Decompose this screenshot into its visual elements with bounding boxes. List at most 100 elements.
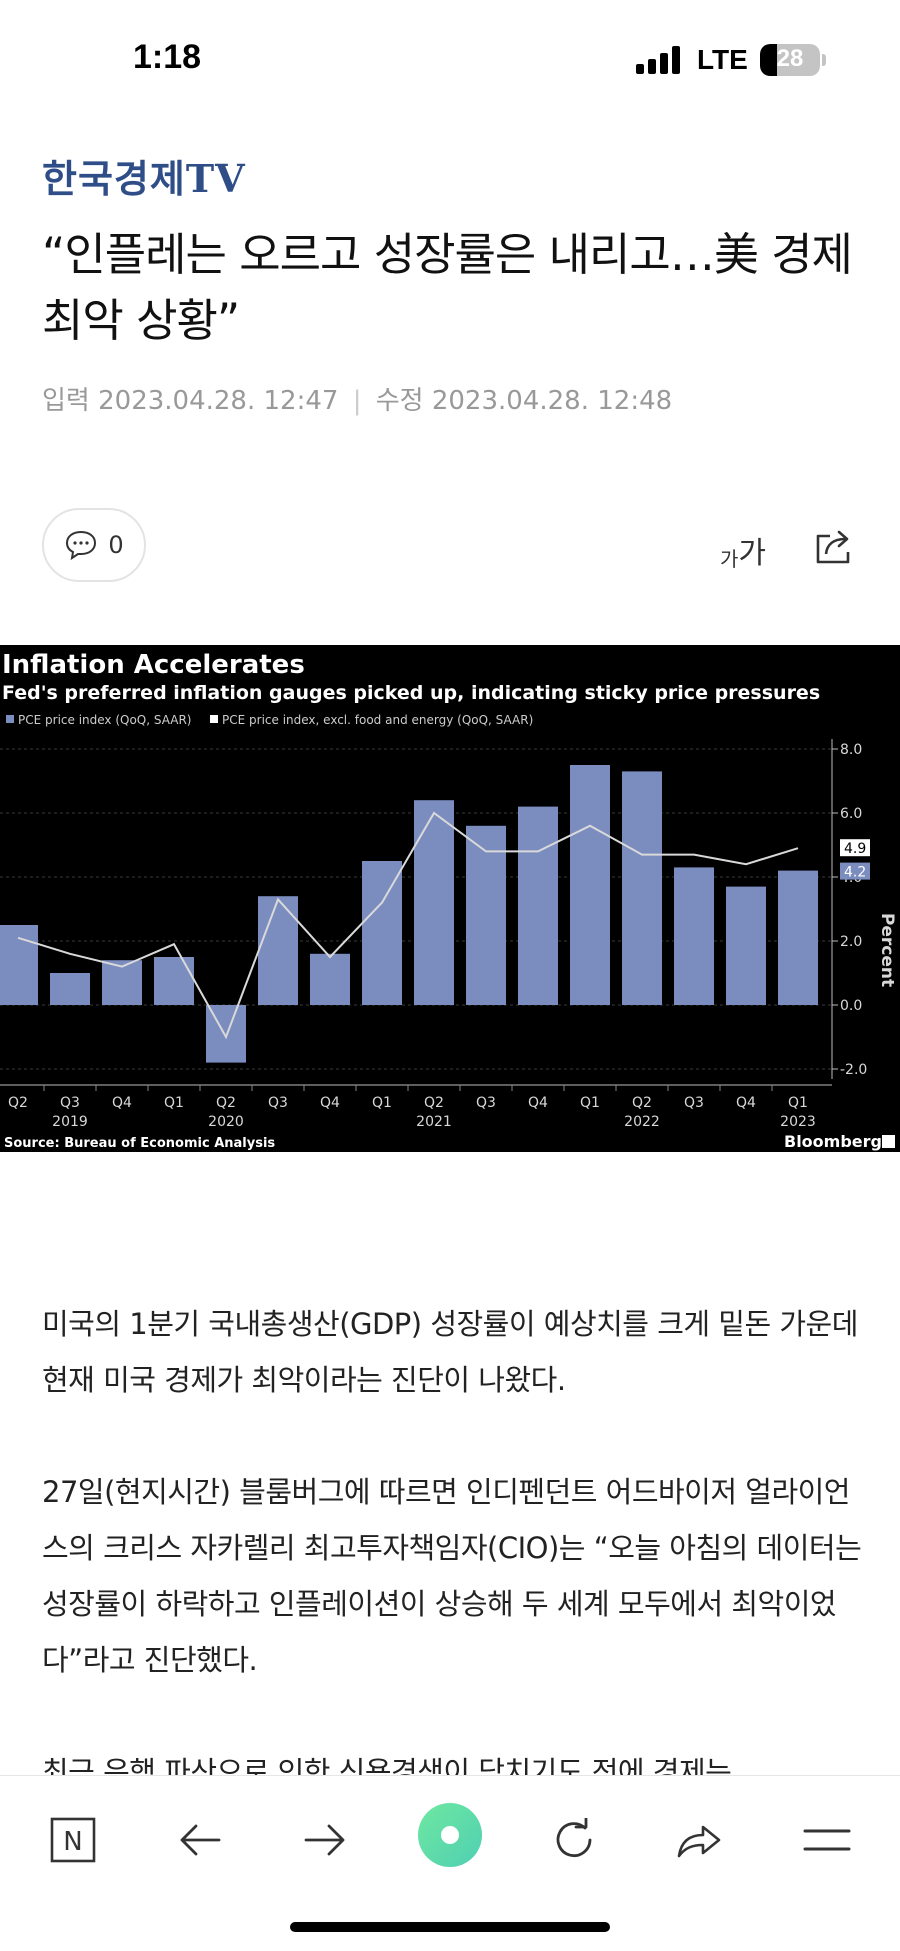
y-tick-label: 0.0 bbox=[840, 998, 862, 1014]
x-tick-label-0: Q2 bbox=[8, 1095, 28, 1111]
x-year-label-2020: 2020 bbox=[208, 1114, 244, 1130]
comment-button[interactable]: 0 bbox=[42, 508, 146, 582]
battery-level bbox=[760, 44, 777, 76]
edit-label: 수정 bbox=[375, 386, 424, 416]
bar-q1-3 bbox=[154, 957, 194, 1005]
last-line-value-label: 4.9 bbox=[844, 841, 866, 857]
bar-q4-14 bbox=[726, 886, 766, 1005]
bar-q2-8 bbox=[414, 800, 454, 1005]
last-line-value-box bbox=[840, 839, 870, 857]
bar-q3-1 bbox=[50, 973, 90, 1005]
status-bar: 1:18 LTE 28 bbox=[0, 0, 900, 120]
chart-title: Inflation Accelerates bbox=[2, 650, 305, 680]
x-year-label-2021: 2021 bbox=[416, 1114, 452, 1130]
legend-label-bar: PCE price index (QoQ, SAAR) bbox=[18, 713, 192, 727]
x-tick-label-6: Q4 bbox=[320, 1095, 340, 1111]
y-axis-label: Percent bbox=[877, 913, 897, 987]
x-tick-label-4: Q2 bbox=[216, 1095, 236, 1111]
share-icon bbox=[816, 530, 850, 564]
share-arrow-icon bbox=[677, 1825, 721, 1858]
bar-q3-9 bbox=[466, 825, 506, 1005]
home-indicator bbox=[290, 1922, 610, 1932]
battery-nub bbox=[822, 54, 826, 66]
bar-q2-12 bbox=[622, 771, 662, 1005]
font-size-big-glyph: 가 bbox=[738, 536, 767, 571]
green-dot-button[interactable] bbox=[417, 1802, 483, 1868]
x-tick-label-15: Q1 bbox=[788, 1095, 808, 1111]
font-size-button[interactable]: 가 가 bbox=[720, 528, 766, 572]
bar-q1-11 bbox=[570, 765, 610, 1005]
share-page-button[interactable] bbox=[667, 1808, 731, 1872]
menu-icon bbox=[803, 1829, 851, 1851]
x-tick-label-11: Q1 bbox=[580, 1095, 600, 1111]
home-letter: N bbox=[63, 1827, 82, 1857]
x-tick-label-3: Q1 bbox=[164, 1095, 184, 1111]
x-tick-label-12: Q2 bbox=[632, 1095, 652, 1111]
article-headline: “인플레는 오르고 성장률은 내리고…美 경제 최악 상황” bbox=[42, 228, 853, 347]
x-tick-label-1: Q3 bbox=[60, 1095, 80, 1111]
last-bar-value-box bbox=[840, 862, 870, 880]
x-year-label-2022: 2022 bbox=[624, 1114, 660, 1130]
refresh-icon bbox=[556, 1818, 592, 1857]
chart-svg: Inflation Accelerates Fed's preferred in… bbox=[0, 650, 897, 1151]
article-dates: 입력 2023.04.28. 12:47 | 수정 2023.04.28. 12… bbox=[42, 380, 672, 417]
refresh-button[interactable] bbox=[542, 1808, 606, 1872]
article-body: 미국의 1분기 국내총생산(GDP) 성장률이 예상치를 크게 밑돈 가운데 현… bbox=[42, 1296, 862, 1856]
edit-date: 2023.04.28. 12:48 bbox=[431, 386, 673, 416]
chart-axes: 8.06.04.02.00.0-2.04.94.2Q2Q3Q4Q1Q2Q3Q4Q… bbox=[0, 739, 870, 1130]
battery-icon: 28 bbox=[760, 44, 820, 76]
y-tick-label: -2.0 bbox=[840, 1062, 867, 1078]
naver-home-button[interactable]: N bbox=[41, 1808, 105, 1872]
chart-brand: Bloomberg bbox=[784, 1132, 882, 1151]
last-bar-value-label: 4.2 bbox=[844, 865, 866, 881]
legend-swatch-line bbox=[210, 715, 218, 723]
article-paragraph-1: 미국의 1분기 국내총생산(GDP) 성장률이 예상치를 크게 밑돈 가운데 현… bbox=[42, 1307, 858, 1397]
bloomberg-logo-icon bbox=[882, 1135, 895, 1148]
bar-q2-0 bbox=[0, 925, 38, 1005]
back-button[interactable] bbox=[168, 1808, 232, 1872]
x-tick-label-2: Q4 bbox=[112, 1095, 132, 1111]
x-tick-label-5: Q3 bbox=[268, 1095, 288, 1111]
menu-button[interactable] bbox=[795, 1808, 859, 1872]
back-arrow-icon bbox=[180, 1824, 221, 1856]
publisher-logo[interactable]: 한국경제TV bbox=[42, 156, 246, 201]
browser-toolbar: N bbox=[0, 1775, 900, 1951]
battery-percent: 28 bbox=[776, 45, 804, 72]
status-time: 1:18 bbox=[133, 38, 202, 76]
bar-q4-2 bbox=[102, 960, 142, 1005]
signal-strength-icon bbox=[636, 46, 682, 74]
font-size-small-glyph: 가 bbox=[720, 547, 739, 571]
inflation-chart: Inflation Accelerates Fed's preferred in… bbox=[0, 645, 900, 1152]
core-pce-line bbox=[17, 811, 799, 1040]
input-label: 입력 bbox=[42, 386, 90, 416]
chart-bars bbox=[0, 765, 818, 1063]
x-tick-label-8: Q2 bbox=[424, 1095, 444, 1111]
y-tick-label: 6.0 bbox=[840, 806, 862, 822]
x-tick-label-13: Q3 bbox=[684, 1095, 704, 1111]
forward-button[interactable] bbox=[293, 1808, 357, 1872]
y-tick-label: 8.0 bbox=[840, 742, 862, 758]
legend-swatch-bar bbox=[6, 715, 14, 723]
chart-source: Source: Bureau of Economic Analysis bbox=[4, 1136, 275, 1151]
y-tick-label: 2.0 bbox=[840, 934, 862, 950]
forward-arrow-icon bbox=[304, 1824, 345, 1856]
legend-label-line: PCE price index, excl. food and energy (… bbox=[222, 713, 533, 727]
date-separator: | bbox=[352, 386, 362, 416]
bar-q1-15 bbox=[778, 870, 818, 1005]
chart-line-series bbox=[17, 811, 799, 1040]
green-dot-icon bbox=[418, 1803, 482, 1867]
bar-q4-6 bbox=[310, 953, 350, 1005]
article-paragraph-2: 27일(현지시간) 블룸버그에 따르면 인디펜던트 어드바이저 얼라이언스의 크… bbox=[42, 1475, 862, 1677]
bar-q3-13 bbox=[674, 867, 714, 1005]
comment-icon bbox=[66, 530, 97, 561]
comment-count: 0 bbox=[108, 531, 124, 559]
bar-q3-5 bbox=[258, 896, 298, 1005]
bar-q4-10 bbox=[518, 806, 558, 1005]
naver-home-icon: N bbox=[50, 1817, 96, 1863]
share-button[interactable] bbox=[812, 524, 856, 568]
network-type: LTE bbox=[697, 44, 748, 75]
input-date: 2023.04.28. 12:47 bbox=[98, 386, 339, 416]
x-tick-label-9: Q3 bbox=[476, 1095, 496, 1111]
x-year-label-2023: 2023 bbox=[780, 1114, 816, 1130]
chart-subtitle: Fed's preferred inflation gauges picked … bbox=[2, 682, 820, 704]
